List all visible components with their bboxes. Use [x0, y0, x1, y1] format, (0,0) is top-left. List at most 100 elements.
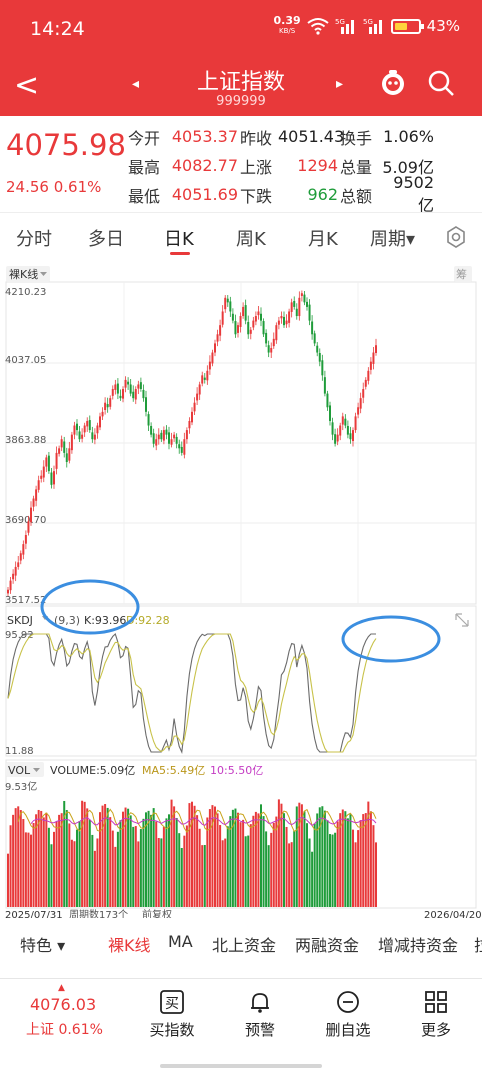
volume-bar — [122, 811, 124, 907]
kdj-panel-frame — [5, 605, 477, 757]
candle-body — [249, 329, 252, 334]
status-time: 14:24 — [30, 18, 85, 40]
buy-index-button[interactable]: 买 买指数 — [142, 989, 202, 1040]
tab-day-k[interactable]: 日K — [164, 229, 194, 250]
tab-northbound[interactable]: 北上资金 — [212, 936, 277, 955]
volume-bar — [290, 842, 293, 907]
candle-body — [178, 444, 181, 449]
volume-indicator-dropdown[interactable] — [6, 762, 44, 777]
kdj-label: SKDJ — [7, 614, 33, 627]
candle-body — [96, 425, 99, 434]
vol-label: VOL — [8, 764, 31, 777]
tab-ma[interactable]: MA — [168, 932, 193, 951]
tab-margin[interactable]: 两融资金 — [295, 936, 360, 955]
chart-canvas[interactable]: 裸K线 筹 4210.23 4037.05 3863.88 3690.70 35… — [0, 262, 482, 918]
tab-holdings-change[interactable]: 增减持资金 — [378, 936, 459, 955]
candle-body — [188, 420, 191, 429]
candle-body — [173, 434, 176, 439]
tab-intraday[interactable]: 分时 — [16, 229, 52, 250]
expand-icon[interactable] — [455, 613, 469, 627]
next-stock-button[interactable]: ▸ — [336, 76, 344, 92]
candle-body — [339, 425, 342, 436]
volume-bar — [12, 814, 15, 907]
volume-bar — [311, 851, 314, 907]
volume-bar — [50, 844, 53, 907]
volume-bar — [32, 823, 35, 907]
chip-button[interactable] — [454, 266, 472, 282]
tab-feature[interactable]: 特色 ▾ — [20, 936, 66, 955]
candle-body — [357, 407, 360, 415]
candle-body — [267, 345, 270, 353]
tab-multi-day[interactable]: 多日 — [88, 229, 124, 250]
back-button[interactable]: < — [14, 68, 40, 103]
volume-bar — [229, 816, 232, 907]
volume-bar — [104, 804, 107, 907]
volume-bar — [270, 832, 273, 907]
volume-bar — [99, 812, 101, 907]
volume-bar — [254, 811, 257, 907]
tab-naked-kline[interactable]: 裸K线 — [108, 936, 151, 955]
volume-bar — [300, 804, 303, 907]
volume-bar — [357, 830, 360, 907]
volume-bar — [196, 815, 199, 907]
volume-bar — [96, 838, 99, 907]
candle-body — [104, 402, 107, 411]
y-tick: 4037.05 — [5, 355, 46, 366]
volume-bar — [313, 823, 316, 907]
search-icon[interactable] — [426, 68, 456, 98]
candle-body — [68, 448, 71, 461]
ma10-line — [30, 816, 377, 827]
vol-max-tick: 9.53亿 — [5, 780, 37, 793]
candle-body — [262, 321, 265, 335]
kline-type-dropdown[interactable] — [6, 266, 50, 282]
robot-assistant-icon[interactable] — [378, 68, 408, 98]
prev-stock-button[interactable]: ◂ — [132, 76, 140, 92]
candle-body — [7, 589, 9, 594]
volume-bar — [339, 813, 342, 907]
candle-body — [47, 455, 50, 472]
candle-body — [32, 498, 35, 507]
volume-bar — [40, 810, 43, 907]
volume-bar — [298, 802, 301, 907]
minus-circle-icon — [337, 991, 359, 1013]
tab-period-dropdown[interactable]: 周期▾ — [370, 229, 416, 250]
kline-chart[interactable]: 裸K线 筹 4210.23 4037.05 3863.88 3690.70 35… — [0, 262, 482, 918]
volume-bar — [88, 819, 91, 907]
candle-body — [352, 430, 354, 442]
volume-bar — [132, 826, 135, 907]
more-button[interactable]: 更多 — [406, 989, 466, 1040]
volume-bar — [226, 826, 229, 907]
volume-bar — [362, 814, 365, 907]
remove-watchlist-button[interactable]: 删自选 — [318, 989, 378, 1040]
volume-bar — [326, 820, 329, 907]
candle-body — [306, 301, 308, 307]
candle-body — [30, 507, 32, 523]
battery-icon — [390, 18, 424, 34]
candle-body — [216, 334, 219, 342]
candle-body — [111, 389, 114, 396]
tab-week-k[interactable]: 周K — [236, 229, 266, 250]
candle-body — [58, 448, 61, 454]
volume-bar — [262, 816, 265, 907]
volume-bar — [78, 820, 81, 907]
candle-body — [313, 333, 316, 344]
volume-bar — [252, 815, 255, 907]
tab-month-k[interactable]: 月K — [308, 229, 338, 250]
candle-body — [265, 332, 268, 344]
chip-button-label: 筹 — [456, 267, 467, 281]
svg-text:买: 买 — [165, 996, 179, 1012]
settings-icon[interactable] — [444, 225, 468, 249]
volume-bar — [316, 813, 319, 907]
volume-bar — [277, 799, 280, 907]
volume-bar — [114, 846, 117, 907]
tab-more[interactable]: 拉 — [474, 932, 482, 956]
volume-bar — [173, 806, 176, 907]
candle-body — [91, 432, 94, 440]
candle-body — [311, 321, 314, 335]
candle-body — [22, 544, 25, 555]
battery-level: 43% — [426, 17, 460, 35]
candle-body — [290, 302, 293, 312]
candle-body — [226, 298, 229, 303]
volume-bar — [211, 805, 214, 907]
alert-button[interactable]: 预警 — [230, 989, 290, 1040]
